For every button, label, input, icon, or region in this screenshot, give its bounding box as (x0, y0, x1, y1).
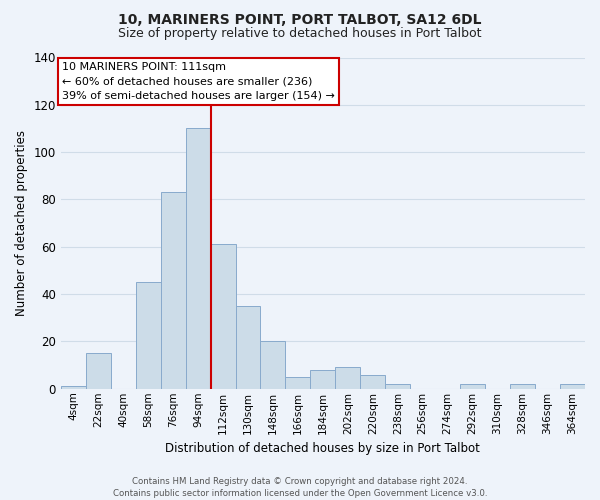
X-axis label: Distribution of detached houses by size in Port Talbot: Distribution of detached houses by size … (166, 442, 481, 455)
Text: Size of property relative to detached houses in Port Talbot: Size of property relative to detached ho… (118, 28, 482, 40)
Bar (560, 384, 585, 389)
Bar (236, 306, 260, 389)
Bar (361, 374, 385, 389)
Bar (286, 377, 310, 389)
Text: Contains HM Land Registry data © Crown copyright and database right 2024.: Contains HM Land Registry data © Crown c… (132, 477, 468, 486)
Bar (86, 354, 111, 389)
Bar (335, 368, 361, 389)
Y-axis label: Number of detached properties: Number of detached properties (15, 130, 28, 316)
Bar (161, 192, 185, 389)
Bar (460, 384, 485, 389)
Bar (260, 342, 286, 389)
Bar (510, 384, 535, 389)
Bar (211, 244, 236, 389)
Bar (385, 384, 410, 389)
Bar (185, 128, 211, 389)
Text: 10 MARINERS POINT: 111sqm
← 60% of detached houses are smaller (236)
39% of semi: 10 MARINERS POINT: 111sqm ← 60% of detac… (62, 62, 335, 101)
Text: Contains public sector information licensed under the Open Government Licence v3: Contains public sector information licen… (113, 488, 487, 498)
Text: 10, MARINERS POINT, PORT TALBOT, SA12 6DL: 10, MARINERS POINT, PORT TALBOT, SA12 6D… (118, 12, 482, 26)
Bar (136, 282, 161, 389)
Bar (310, 370, 335, 389)
Bar (61, 386, 86, 389)
